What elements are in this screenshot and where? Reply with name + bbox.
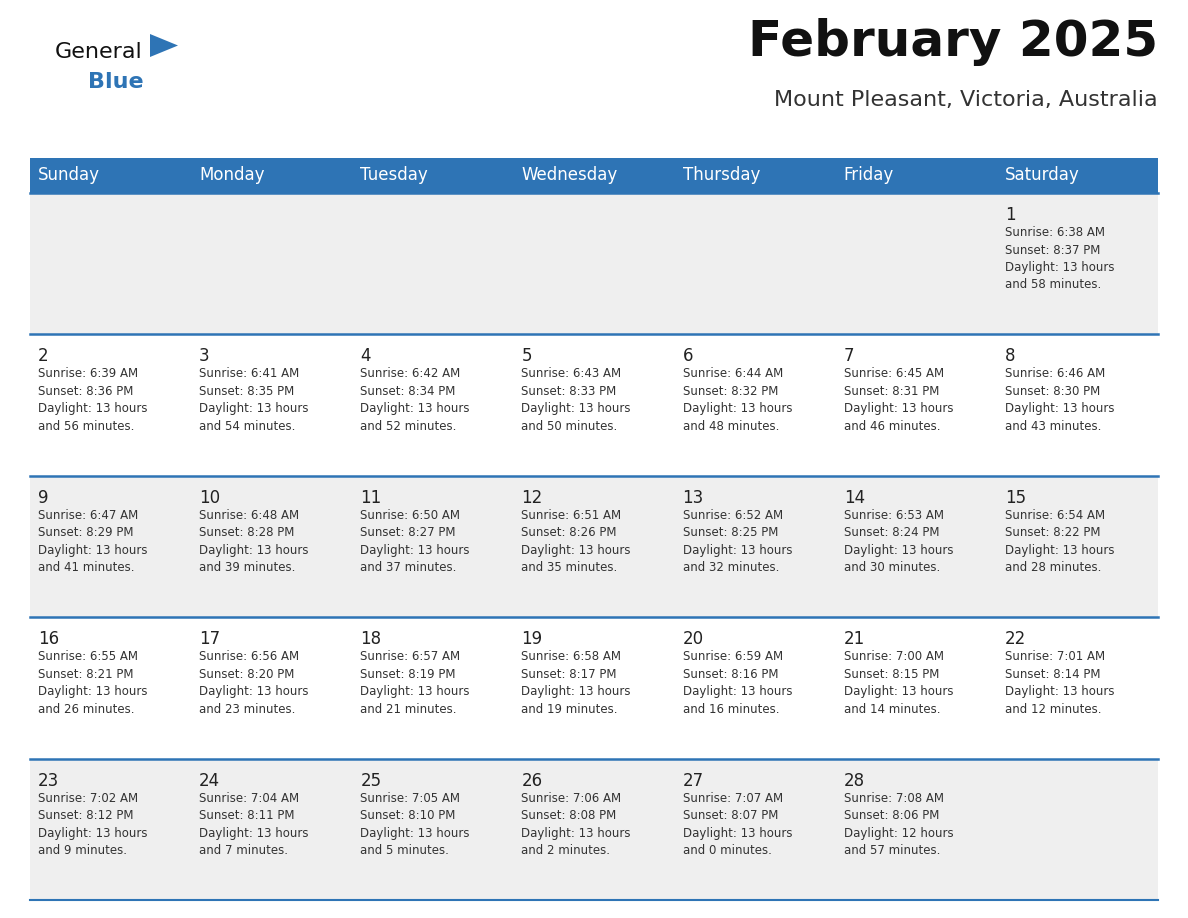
Text: Sunrise: 6:58 AM
Sunset: 8:17 PM
Daylight: 13 hours
and 19 minutes.: Sunrise: 6:58 AM Sunset: 8:17 PM Dayligh… bbox=[522, 650, 631, 716]
Text: 7: 7 bbox=[843, 347, 854, 365]
Text: Sunrise: 6:51 AM
Sunset: 8:26 PM
Daylight: 13 hours
and 35 minutes.: Sunrise: 6:51 AM Sunset: 8:26 PM Dayligh… bbox=[522, 509, 631, 575]
FancyBboxPatch shape bbox=[30, 758, 1158, 900]
Text: 26: 26 bbox=[522, 772, 543, 789]
Text: 4: 4 bbox=[360, 347, 371, 365]
Text: 22: 22 bbox=[1005, 630, 1026, 648]
Text: Tuesday: Tuesday bbox=[360, 166, 428, 185]
Text: 6: 6 bbox=[683, 347, 693, 365]
Text: 14: 14 bbox=[843, 488, 865, 507]
Text: 15: 15 bbox=[1005, 488, 1026, 507]
Polygon shape bbox=[150, 34, 178, 57]
Text: Sunrise: 7:05 AM
Sunset: 8:10 PM
Daylight: 13 hours
and 5 minutes.: Sunrise: 7:05 AM Sunset: 8:10 PM Dayligh… bbox=[360, 791, 469, 857]
Text: 10: 10 bbox=[200, 488, 220, 507]
Text: 1: 1 bbox=[1005, 206, 1016, 224]
Text: Sunrise: 6:53 AM
Sunset: 8:24 PM
Daylight: 13 hours
and 30 minutes.: Sunrise: 6:53 AM Sunset: 8:24 PM Dayligh… bbox=[843, 509, 953, 575]
Text: Saturday: Saturday bbox=[1005, 166, 1080, 185]
Text: 17: 17 bbox=[200, 630, 220, 648]
Text: 11: 11 bbox=[360, 488, 381, 507]
Text: Sunrise: 6:41 AM
Sunset: 8:35 PM
Daylight: 13 hours
and 54 minutes.: Sunrise: 6:41 AM Sunset: 8:35 PM Dayligh… bbox=[200, 367, 309, 433]
Text: Mount Pleasant, Victoria, Australia: Mount Pleasant, Victoria, Australia bbox=[775, 90, 1158, 110]
Text: 23: 23 bbox=[38, 772, 59, 789]
Text: Sunrise: 6:47 AM
Sunset: 8:29 PM
Daylight: 13 hours
and 41 minutes.: Sunrise: 6:47 AM Sunset: 8:29 PM Dayligh… bbox=[38, 509, 147, 575]
FancyBboxPatch shape bbox=[30, 617, 1158, 758]
Text: Sunrise: 6:57 AM
Sunset: 8:19 PM
Daylight: 13 hours
and 21 minutes.: Sunrise: 6:57 AM Sunset: 8:19 PM Dayligh… bbox=[360, 650, 469, 716]
Text: Sunrise: 7:01 AM
Sunset: 8:14 PM
Daylight: 13 hours
and 12 minutes.: Sunrise: 7:01 AM Sunset: 8:14 PM Dayligh… bbox=[1005, 650, 1114, 716]
Text: 9: 9 bbox=[38, 488, 49, 507]
Text: Sunday: Sunday bbox=[38, 166, 100, 185]
Text: 12: 12 bbox=[522, 488, 543, 507]
Text: Sunrise: 6:55 AM
Sunset: 8:21 PM
Daylight: 13 hours
and 26 minutes.: Sunrise: 6:55 AM Sunset: 8:21 PM Dayligh… bbox=[38, 650, 147, 716]
Text: 20: 20 bbox=[683, 630, 703, 648]
Text: 13: 13 bbox=[683, 488, 703, 507]
FancyBboxPatch shape bbox=[30, 476, 1158, 617]
Text: Sunrise: 6:48 AM
Sunset: 8:28 PM
Daylight: 13 hours
and 39 minutes.: Sunrise: 6:48 AM Sunset: 8:28 PM Dayligh… bbox=[200, 509, 309, 575]
FancyBboxPatch shape bbox=[30, 158, 1158, 193]
Text: Thursday: Thursday bbox=[683, 166, 760, 185]
Text: 2: 2 bbox=[38, 347, 49, 365]
Text: Sunrise: 6:59 AM
Sunset: 8:16 PM
Daylight: 13 hours
and 16 minutes.: Sunrise: 6:59 AM Sunset: 8:16 PM Dayligh… bbox=[683, 650, 792, 716]
Text: Sunrise: 6:52 AM
Sunset: 8:25 PM
Daylight: 13 hours
and 32 minutes.: Sunrise: 6:52 AM Sunset: 8:25 PM Dayligh… bbox=[683, 509, 792, 575]
FancyBboxPatch shape bbox=[30, 334, 1158, 476]
Text: Sunrise: 7:00 AM
Sunset: 8:15 PM
Daylight: 13 hours
and 14 minutes.: Sunrise: 7:00 AM Sunset: 8:15 PM Dayligh… bbox=[843, 650, 953, 716]
Text: Friday: Friday bbox=[843, 166, 893, 185]
Text: Sunrise: 6:44 AM
Sunset: 8:32 PM
Daylight: 13 hours
and 48 minutes.: Sunrise: 6:44 AM Sunset: 8:32 PM Dayligh… bbox=[683, 367, 792, 433]
Text: Sunrise: 6:39 AM
Sunset: 8:36 PM
Daylight: 13 hours
and 56 minutes.: Sunrise: 6:39 AM Sunset: 8:36 PM Dayligh… bbox=[38, 367, 147, 433]
Text: Sunrise: 7:04 AM
Sunset: 8:11 PM
Daylight: 13 hours
and 7 minutes.: Sunrise: 7:04 AM Sunset: 8:11 PM Dayligh… bbox=[200, 791, 309, 857]
Text: 8: 8 bbox=[1005, 347, 1016, 365]
Text: 25: 25 bbox=[360, 772, 381, 789]
Text: Sunrise: 6:45 AM
Sunset: 8:31 PM
Daylight: 13 hours
and 46 minutes.: Sunrise: 6:45 AM Sunset: 8:31 PM Dayligh… bbox=[843, 367, 953, 433]
Text: Sunrise: 6:56 AM
Sunset: 8:20 PM
Daylight: 13 hours
and 23 minutes.: Sunrise: 6:56 AM Sunset: 8:20 PM Dayligh… bbox=[200, 650, 309, 716]
Text: February 2025: February 2025 bbox=[748, 18, 1158, 66]
FancyBboxPatch shape bbox=[30, 193, 1158, 334]
Text: Sunrise: 6:46 AM
Sunset: 8:30 PM
Daylight: 13 hours
and 43 minutes.: Sunrise: 6:46 AM Sunset: 8:30 PM Dayligh… bbox=[1005, 367, 1114, 433]
Text: Sunrise: 7:08 AM
Sunset: 8:06 PM
Daylight: 12 hours
and 57 minutes.: Sunrise: 7:08 AM Sunset: 8:06 PM Dayligh… bbox=[843, 791, 953, 857]
Text: Sunrise: 6:50 AM
Sunset: 8:27 PM
Daylight: 13 hours
and 37 minutes.: Sunrise: 6:50 AM Sunset: 8:27 PM Dayligh… bbox=[360, 509, 469, 575]
Text: Sunrise: 6:43 AM
Sunset: 8:33 PM
Daylight: 13 hours
and 50 minutes.: Sunrise: 6:43 AM Sunset: 8:33 PM Dayligh… bbox=[522, 367, 631, 433]
Text: 27: 27 bbox=[683, 772, 703, 789]
Text: Monday: Monday bbox=[200, 166, 265, 185]
Text: Sunrise: 7:02 AM
Sunset: 8:12 PM
Daylight: 13 hours
and 9 minutes.: Sunrise: 7:02 AM Sunset: 8:12 PM Dayligh… bbox=[38, 791, 147, 857]
Text: Sunrise: 6:54 AM
Sunset: 8:22 PM
Daylight: 13 hours
and 28 minutes.: Sunrise: 6:54 AM Sunset: 8:22 PM Dayligh… bbox=[1005, 509, 1114, 575]
Text: 21: 21 bbox=[843, 630, 865, 648]
Text: Blue: Blue bbox=[88, 72, 144, 92]
Text: General: General bbox=[55, 42, 143, 62]
Text: Sunrise: 6:42 AM
Sunset: 8:34 PM
Daylight: 13 hours
and 52 minutes.: Sunrise: 6:42 AM Sunset: 8:34 PM Dayligh… bbox=[360, 367, 469, 433]
Text: 16: 16 bbox=[38, 630, 59, 648]
Text: Wednesday: Wednesday bbox=[522, 166, 618, 185]
Text: Sunrise: 6:38 AM
Sunset: 8:37 PM
Daylight: 13 hours
and 58 minutes.: Sunrise: 6:38 AM Sunset: 8:37 PM Dayligh… bbox=[1005, 226, 1114, 292]
Text: 28: 28 bbox=[843, 772, 865, 789]
Text: 24: 24 bbox=[200, 772, 220, 789]
Text: 5: 5 bbox=[522, 347, 532, 365]
Text: 3: 3 bbox=[200, 347, 210, 365]
Text: 19: 19 bbox=[522, 630, 543, 648]
Text: Sunrise: 7:07 AM
Sunset: 8:07 PM
Daylight: 13 hours
and 0 minutes.: Sunrise: 7:07 AM Sunset: 8:07 PM Dayligh… bbox=[683, 791, 792, 857]
Text: Sunrise: 7:06 AM
Sunset: 8:08 PM
Daylight: 13 hours
and 2 minutes.: Sunrise: 7:06 AM Sunset: 8:08 PM Dayligh… bbox=[522, 791, 631, 857]
Text: 18: 18 bbox=[360, 630, 381, 648]
